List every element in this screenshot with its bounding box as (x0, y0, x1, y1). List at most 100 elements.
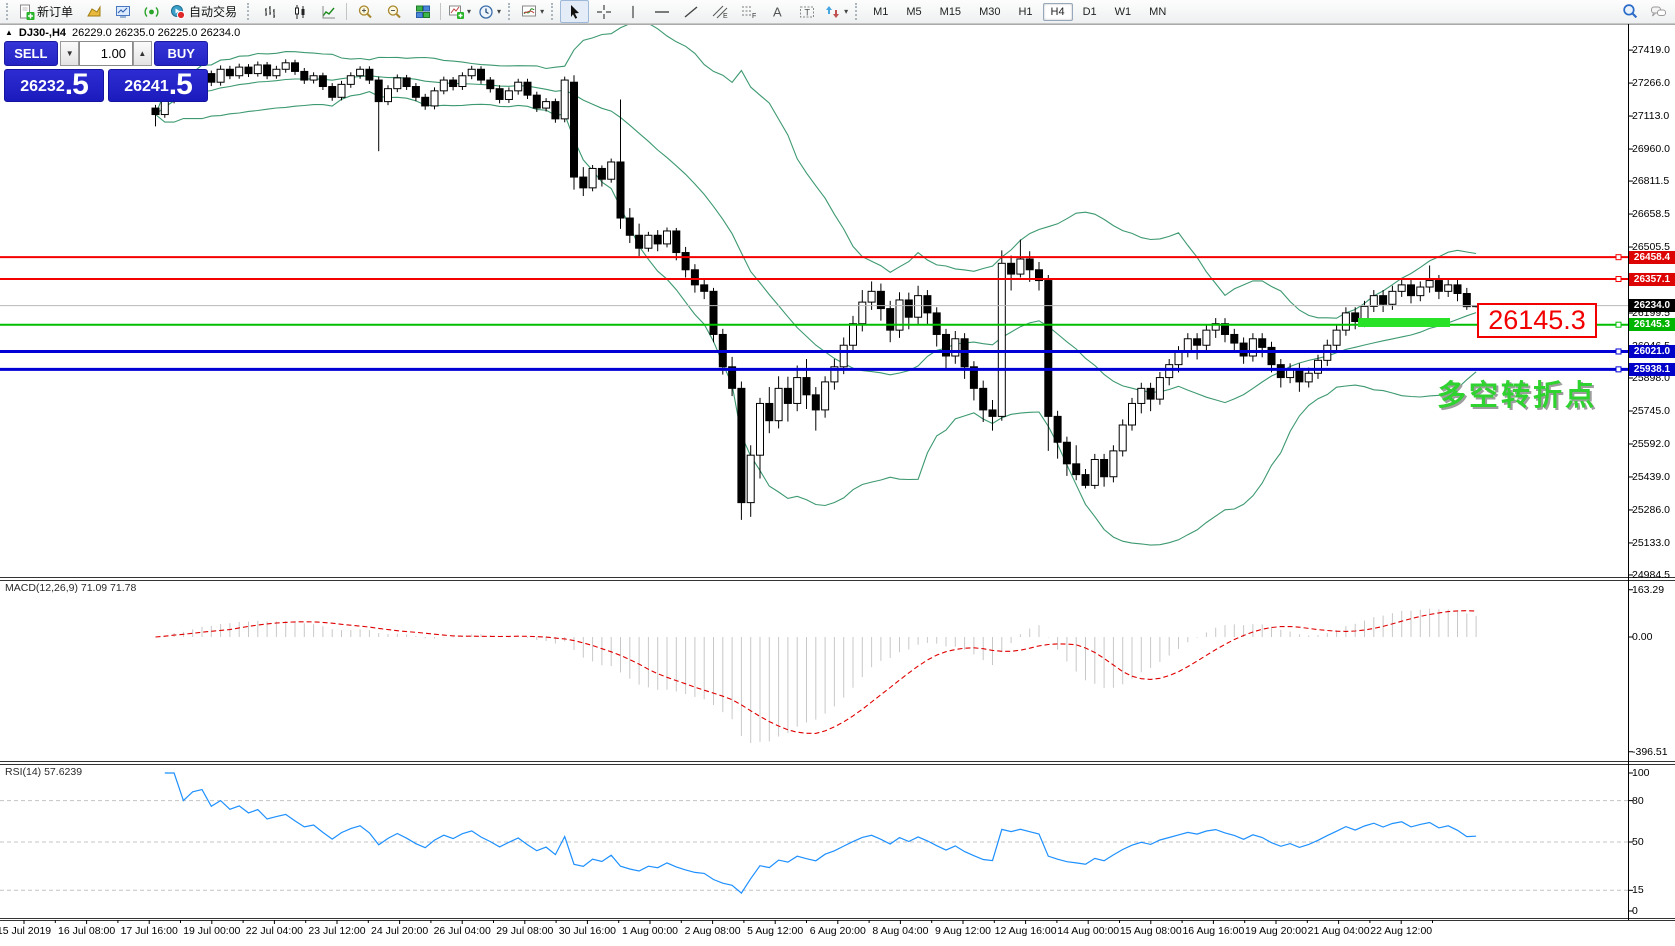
highlight-zone[interactable] (1358, 318, 1450, 327)
periods-button[interactable]: ▾ (474, 0, 504, 23)
shapes-dropdown-caret[interactable]: ▾ (844, 7, 849, 16)
toolbar-grip-handle[interactable] (508, 3, 513, 20)
zoom-out-button[interactable] (379, 0, 408, 23)
sell-button[interactable]: SELL (4, 41, 58, 66)
buy-price-display[interactable]: 26241.5 (108, 69, 208, 102)
text-label-icon: T (798, 4, 816, 20)
macd-tick-label: 0.00 (1632, 631, 1653, 643)
axis-price-tag-26357.1: 26357.1 (1629, 272, 1675, 286)
channel-button[interactable]: E (705, 0, 734, 23)
chart-symbol-timeframe: DJ30-,H4 (18, 27, 66, 39)
timeframe-button-m15[interactable]: M15 (939, 5, 962, 18)
zoom-out-icon (385, 4, 403, 20)
text-button[interactable]: A (763, 0, 792, 23)
toolbar-grip-handle[interactable] (247, 3, 252, 20)
one-click-collapse-icon[interactable]: ▲ (5, 28, 13, 37)
chat-button[interactable] (1644, 0, 1673, 23)
price-tick-label: 25745.0 (1632, 404, 1670, 417)
time-axis-label: 21 Aug 04:00 (1307, 925, 1370, 937)
time-axis-label: 14 Aug 00:00 (1057, 925, 1120, 937)
toolbar-grip-handle[interactable] (6, 3, 11, 20)
timeframe-button-m30[interactable]: M30 (979, 5, 1001, 18)
axis-price-tag-25938.1: 25938.1 (1629, 362, 1675, 376)
hline-button[interactable] (647, 0, 676, 23)
volume-decrease-button[interactable]: ▼ (60, 41, 79, 66)
axis-price-tag-26234.0: 26234.0 (1629, 299, 1675, 313)
autotrading-button[interactable]: 自动交易 (166, 0, 243, 23)
price-tick-label: 25133.0 (1632, 536, 1670, 549)
toolbar-grip-handle[interactable] (551, 3, 556, 20)
chart-bars-button[interactable] (256, 0, 285, 23)
buy-button[interactable]: BUY (154, 41, 209, 66)
search-button[interactable] (1615, 0, 1644, 23)
svg-text:A: A (773, 4, 782, 19)
tile-windows-button[interactable] (408, 0, 437, 23)
rsi-pane[interactable] (0, 772, 1628, 894)
fibonacci-icon: F (740, 4, 758, 20)
indicators-icon (520, 4, 538, 20)
toolbar-grip-handle[interactable] (855, 3, 860, 20)
shapes-button[interactable]: ▾ (821, 0, 851, 23)
crosshair-button[interactable] (589, 0, 618, 23)
crosshair-icon (596, 4, 612, 20)
timeframe-button-h1[interactable]: H1 (1018, 5, 1033, 18)
periods-dropdown-caret[interactable]: ▾ (497, 7, 502, 16)
chart-candles-button[interactable] (285, 0, 314, 23)
timeframe-button-h4[interactable]: H4 (1042, 2, 1073, 21)
price-tick-label: 24984.5 (1632, 568, 1670, 581)
text-icon: A (770, 4, 786, 20)
cursor-button[interactable] (560, 0, 590, 23)
rsi-tick-label: 15 (1632, 884, 1644, 897)
horizontal-levels[interactable] (0, 254, 1628, 373)
timeframe-button-w1[interactable]: W1 (1114, 5, 1132, 18)
navigator-button[interactable] (137, 0, 166, 23)
price-tick-label: 26658.5 (1632, 208, 1670, 221)
turning-point-annotation[interactable]: 多空转折点 (1437, 380, 1598, 412)
chart-bars-icon (262, 4, 280, 20)
chart-candles-icon (291, 4, 309, 20)
macd-tick-label: 163.29 (1632, 583, 1665, 596)
indicators-dropdown-caret[interactable]: ▾ (540, 7, 545, 16)
time-axis-label: 9 Aug 12:00 (934, 925, 992, 937)
indicators-button[interactable]: ▾ (517, 0, 547, 23)
macd-pane[interactable] (155, 608, 1477, 744)
autotrading-icon (169, 4, 187, 20)
time-axis-label: 23 Jul 12:00 (308, 925, 366, 937)
new-chart-button[interactable]: ▾ (444, 0, 474, 23)
timeframe-button-mn[interactable]: MN (1149, 5, 1167, 18)
time-axis-label: 2 Aug 08:00 (684, 925, 741, 937)
rsi-tick-label: 50 (1632, 836, 1644, 848)
trendline-button[interactable] (676, 0, 705, 23)
fibonacci-button[interactable]: F (734, 0, 763, 23)
timeframe-button-m1[interactable]: M1 (873, 5, 889, 18)
profiles-icon (85, 4, 103, 20)
new-chart-dropdown-caret[interactable]: ▾ (467, 7, 472, 16)
price-tick-label: 26505.5 (1632, 241, 1670, 254)
price-tick-label: 26960.0 (1632, 143, 1670, 156)
sell-price-display[interactable]: 26232.5 (4, 69, 104, 102)
volume-increase-button[interactable]: ▲ (133, 41, 152, 66)
new-chart-icon (447, 4, 465, 20)
chart-line-button[interactable] (314, 0, 343, 23)
profiles-button[interactable] (79, 0, 108, 23)
timeframe-button-m5[interactable]: M5 (906, 5, 922, 18)
zoom-in-icon (356, 4, 374, 20)
svg-text:T: T (804, 7, 810, 17)
text-label-button[interactable]: T (792, 0, 821, 23)
time-axis-label: 17 Jul 16:00 (120, 925, 178, 937)
volume-input[interactable]: 1.00 (78, 41, 134, 66)
time-axis-label: 24 Jul 20:00 (370, 925, 429, 937)
new-order-button[interactable]: 新订单 (15, 0, 79, 23)
price-callout-box[interactable]: 26145.3 (1477, 303, 1597, 338)
market-watch-button[interactable] (108, 0, 137, 23)
chart-ohlc-values: 26229.0 26235.0 26225.0 26234.0 (72, 27, 241, 39)
zoom-in-button[interactable] (350, 0, 379, 23)
candlesticks[interactable] (151, 59, 1481, 520)
vline-button[interactable] (618, 0, 647, 23)
periods-icon (477, 4, 495, 20)
trendline-icon (683, 4, 699, 20)
new-order-icon (18, 4, 35, 20)
toolbar-separator (346, 3, 348, 20)
timeframe-button-d1[interactable]: D1 (1082, 5, 1097, 18)
